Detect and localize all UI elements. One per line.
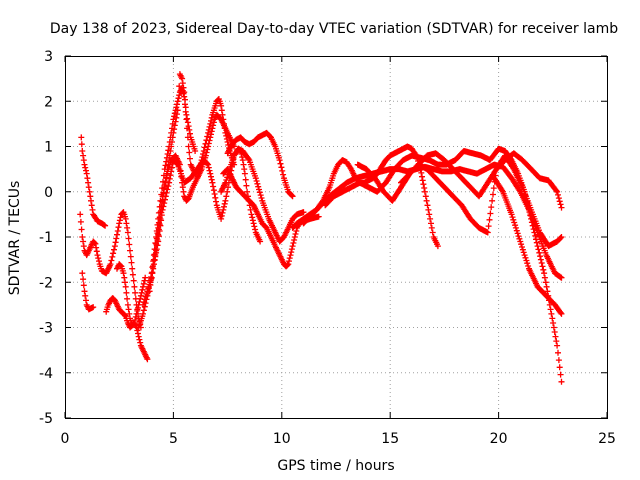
- x-tick-label: 20: [490, 431, 508, 447]
- y-tick-label: 3: [44, 49, 53, 65]
- series-arc11: [224, 129, 296, 200]
- series-markers: [146, 111, 238, 295]
- series-arc17: [398, 152, 565, 250]
- series-arc18: [491, 175, 565, 317]
- y-tick-label: -5: [39, 411, 53, 427]
- x-tick-label: 0: [61, 431, 70, 447]
- series-arc5: [114, 261, 149, 329]
- x-axis-label: GPS time / hours: [277, 458, 394, 474]
- y-tick-label: -1: [39, 230, 53, 246]
- series-markers: [224, 129, 296, 200]
- x-tick-label: 25: [598, 431, 616, 447]
- x-tick-labels: 0 5 10 15 20 25: [61, 431, 616, 447]
- series-markers: [79, 270, 97, 313]
- series-markers: [354, 150, 565, 211]
- y-tick-label: -4: [39, 366, 53, 382]
- series-arc12: [218, 145, 264, 245]
- y-tick-label: 1: [44, 140, 53, 156]
- y-tick-label: -3: [39, 321, 53, 337]
- x-tick-label: 15: [381, 431, 399, 447]
- chart-title: Day 138 of 2023, Sidereal Day-to-day VTE…: [50, 21, 618, 37]
- series-markers: [398, 152, 565, 250]
- series-arc8: [146, 111, 238, 295]
- series-markers: [218, 145, 264, 245]
- series-arc16: [354, 150, 565, 211]
- series-markers: [78, 134, 109, 229]
- series-markers: [114, 261, 149, 329]
- series-markers: [77, 209, 144, 331]
- series-arc2: [77, 209, 144, 331]
- x-tick-label: 10: [273, 431, 291, 447]
- y-tick-label: 2: [44, 94, 53, 110]
- series-arc3: [79, 270, 97, 313]
- axis-ticks: [64, 55, 608, 419]
- series-markers: [491, 175, 565, 317]
- series-arc1: [78, 134, 109, 229]
- y-axis-label: SDTVAR / TECUs: [7, 181, 23, 296]
- x-tick-label: 5: [169, 431, 178, 447]
- data-series: [77, 71, 565, 385]
- y-tick-label: 0: [44, 185, 53, 201]
- y-tick-labels: 3 2 1 0 -1 -2 -3 -4 -5: [39, 49, 53, 427]
- y-tick-label: -2: [39, 275, 53, 291]
